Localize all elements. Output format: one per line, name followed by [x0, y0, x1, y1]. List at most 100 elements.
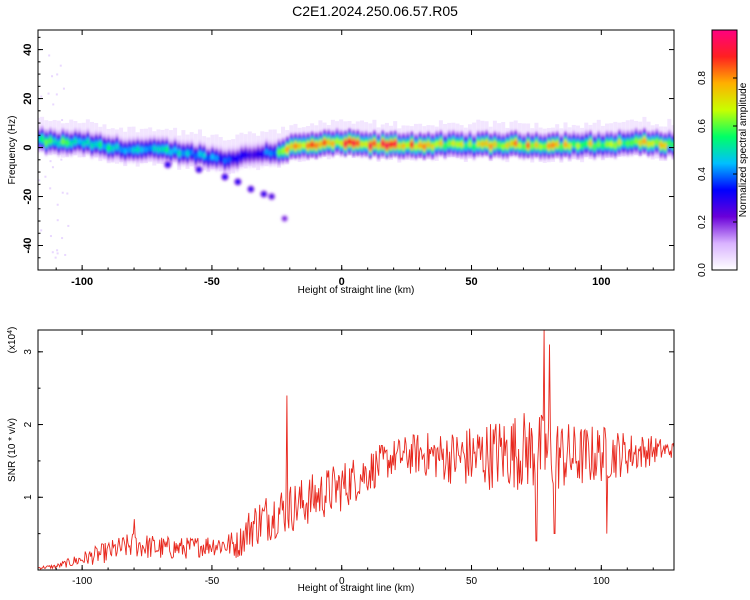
- ridge-blob: [131, 147, 136, 153]
- ridge-blob: [264, 148, 269, 155]
- ridge-blob: [384, 142, 390, 149]
- ridge-blob: [314, 142, 319, 149]
- ridge-blob: [567, 143, 572, 150]
- branch-blob: [269, 194, 275, 200]
- noise-dot: [56, 219, 59, 222]
- ridge-blob: [654, 138, 660, 145]
- ridge-blob: [492, 141, 498, 148]
- branch-blob: [222, 174, 228, 180]
- ridge-blob: [600, 142, 606, 149]
- ridge-blob: [305, 142, 311, 149]
- ridge-blob: [621, 140, 626, 147]
- ridge-blob: [268, 150, 273, 157]
- noise-dot: [51, 75, 54, 78]
- x-tick-label: 100: [592, 276, 610, 288]
- ridge-blob: [81, 140, 86, 147]
- ridge-blob: [89, 142, 95, 149]
- branch-blob: [196, 167, 202, 173]
- ridge-blob: [289, 143, 294, 150]
- noise-dot: [51, 251, 54, 254]
- colorbar-tick-label: 0.4: [697, 167, 708, 181]
- ridge-blob: [588, 140, 593, 147]
- noise-dot: [51, 166, 54, 169]
- ridge-blob: [334, 138, 340, 145]
- ridge-blob: [347, 138, 352, 145]
- ridge-blob: [575, 142, 581, 149]
- noise-dot: [67, 151, 70, 154]
- ridge-blob: [106, 145, 111, 151]
- ridge-blob: [48, 137, 53, 144]
- colorbar-ticks: 0.0 0.2 0.4 0.6 0.8: [697, 71, 737, 277]
- ridge-blob: [73, 138, 78, 145]
- ridge-blob: [467, 140, 473, 147]
- ridge-blob: [139, 146, 145, 153]
- ridge-blob: [322, 139, 327, 146]
- ridge-blob: [405, 142, 410, 149]
- ridge-blob: [671, 142, 674, 149]
- ridge-blob: [413, 143, 419, 150]
- branch-blob: [248, 186, 254, 192]
- noise-dot: [60, 158, 63, 161]
- ridge-blob: [496, 142, 502, 149]
- colorbar-scale: [711, 29, 738, 271]
- y-tick-label: 40: [22, 43, 34, 55]
- spectral-ridge: [38, 125, 674, 175]
- branch-blob: [282, 216, 288, 222]
- noise-dot: [49, 235, 52, 238]
- ridge-blob: [56, 140, 61, 147]
- x-tick-label: 50: [466, 576, 478, 587]
- ridge-blob: [110, 145, 115, 152]
- ridge-blob: [247, 152, 253, 159]
- ridge-blob: [239, 152, 244, 159]
- ridge-blob: [559, 143, 564, 150]
- ridge-blob: [177, 150, 182, 157]
- ridge-blob: [118, 146, 124, 153]
- ridge-blob: [143, 146, 149, 153]
- ridge-blob: [426, 141, 431, 148]
- noise-dot: [56, 252, 59, 255]
- ridge-blob: [476, 141, 481, 147]
- noise-dot: [54, 256, 57, 259]
- top-x-axis: -100 -50 0 50 100: [55, 30, 654, 288]
- snr-panel: -100 -50 0 50 100 1 2 3 Height of straight lin…: [7, 327, 675, 594]
- ridge-blob: [446, 140, 452, 147]
- ridge-blob: [206, 155, 211, 162]
- ridge-blob: [579, 142, 585, 149]
- ridge-blob: [123, 148, 128, 154]
- branch-blob: [261, 191, 267, 197]
- spectrogram-heat-layer: [38, 54, 674, 259]
- colorbar-tick-label: 0.6: [697, 119, 708, 133]
- ridge-blob: [297, 143, 302, 149]
- ridge-blob: [309, 141, 315, 148]
- noise-dot: [55, 93, 58, 96]
- ridge-blob: [276, 149, 282, 156]
- ridge-blob: [164, 146, 169, 153]
- noise-dot: [62, 87, 65, 90]
- colorbar-tick-label: 0.2: [697, 215, 708, 229]
- noise-dot: [52, 103, 55, 106]
- ridge-blob: [260, 151, 265, 158]
- y-tick-label: 20: [22, 92, 34, 104]
- ridge-blob: [197, 150, 203, 157]
- ridge-blob: [351, 140, 356, 147]
- colorbar-tick-label: 0.0: [697, 263, 708, 277]
- ridge-blob: [181, 150, 186, 157]
- ridge-blob: [226, 156, 232, 163]
- noise-dot: [61, 118, 64, 121]
- ridge-blob: [210, 153, 215, 160]
- bottom-x-axis-label: Height of straight line (km): [298, 583, 415, 594]
- ridge-blob: [160, 146, 165, 153]
- ridge-blob: [147, 145, 153, 152]
- ridge-blob: [608, 141, 614, 148]
- ridge-blob: [77, 138, 82, 145]
- ridge-blob: [368, 142, 373, 149]
- ridge-blob: [380, 140, 385, 147]
- ridge-blob: [39, 136, 45, 142]
- x-tick-label: 0: [339, 576, 345, 587]
- noise-dot: [56, 249, 59, 252]
- colorbar-tick-label: 0.8: [697, 71, 708, 85]
- ridge-blob: [646, 141, 651, 147]
- bottom-y-axis-label: SNR (10 * v/v): [7, 418, 18, 482]
- ridge-blob: [667, 140, 672, 147]
- ridge-blob: [114, 143, 120, 150]
